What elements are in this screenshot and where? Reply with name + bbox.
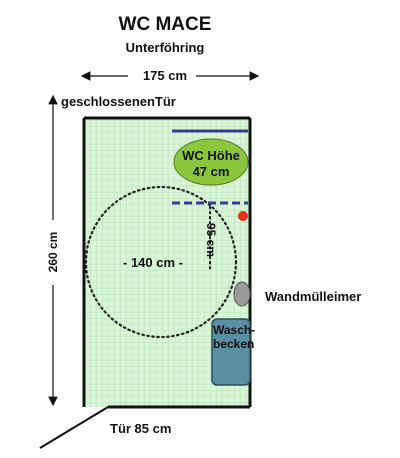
- sink-label-line1: Wasch-: [213, 323, 256, 337]
- sink-label-line2: becken: [213, 337, 255, 351]
- turning-circle: [84, 185, 238, 339]
- door-leaf: [39, 406, 109, 449]
- washbasin-label: Wasch- becken: [213, 323, 256, 351]
- page-title: WC MACE: [118, 14, 212, 35]
- wc-toilet: [173, 138, 249, 186]
- width-label: 175 cm: [142, 68, 188, 83]
- location-subtitle: Unterföhring: [125, 40, 205, 55]
- closed-door-label: geschlossenenTür: [61, 94, 176, 109]
- washbasin: [211, 318, 251, 386]
- clearance-label: - 95 cm -: [204, 215, 218, 265]
- turning-circle-label: - 140 cm -: [123, 255, 183, 270]
- wc-label-line1: WC Höhe: [182, 148, 240, 163]
- door-width-label: Tür 85 cm: [110, 421, 172, 436]
- emergency-button: [238, 211, 248, 221]
- wall-bin: [233, 281, 251, 307]
- wc-height-label: WC Höhe 47 cm: [175, 148, 247, 180]
- height-label: 260 cm: [46, 231, 60, 273]
- wc-label-line2: 47 cm: [192, 164, 230, 179]
- bin-label: Wandmülleimer: [265, 289, 362, 304]
